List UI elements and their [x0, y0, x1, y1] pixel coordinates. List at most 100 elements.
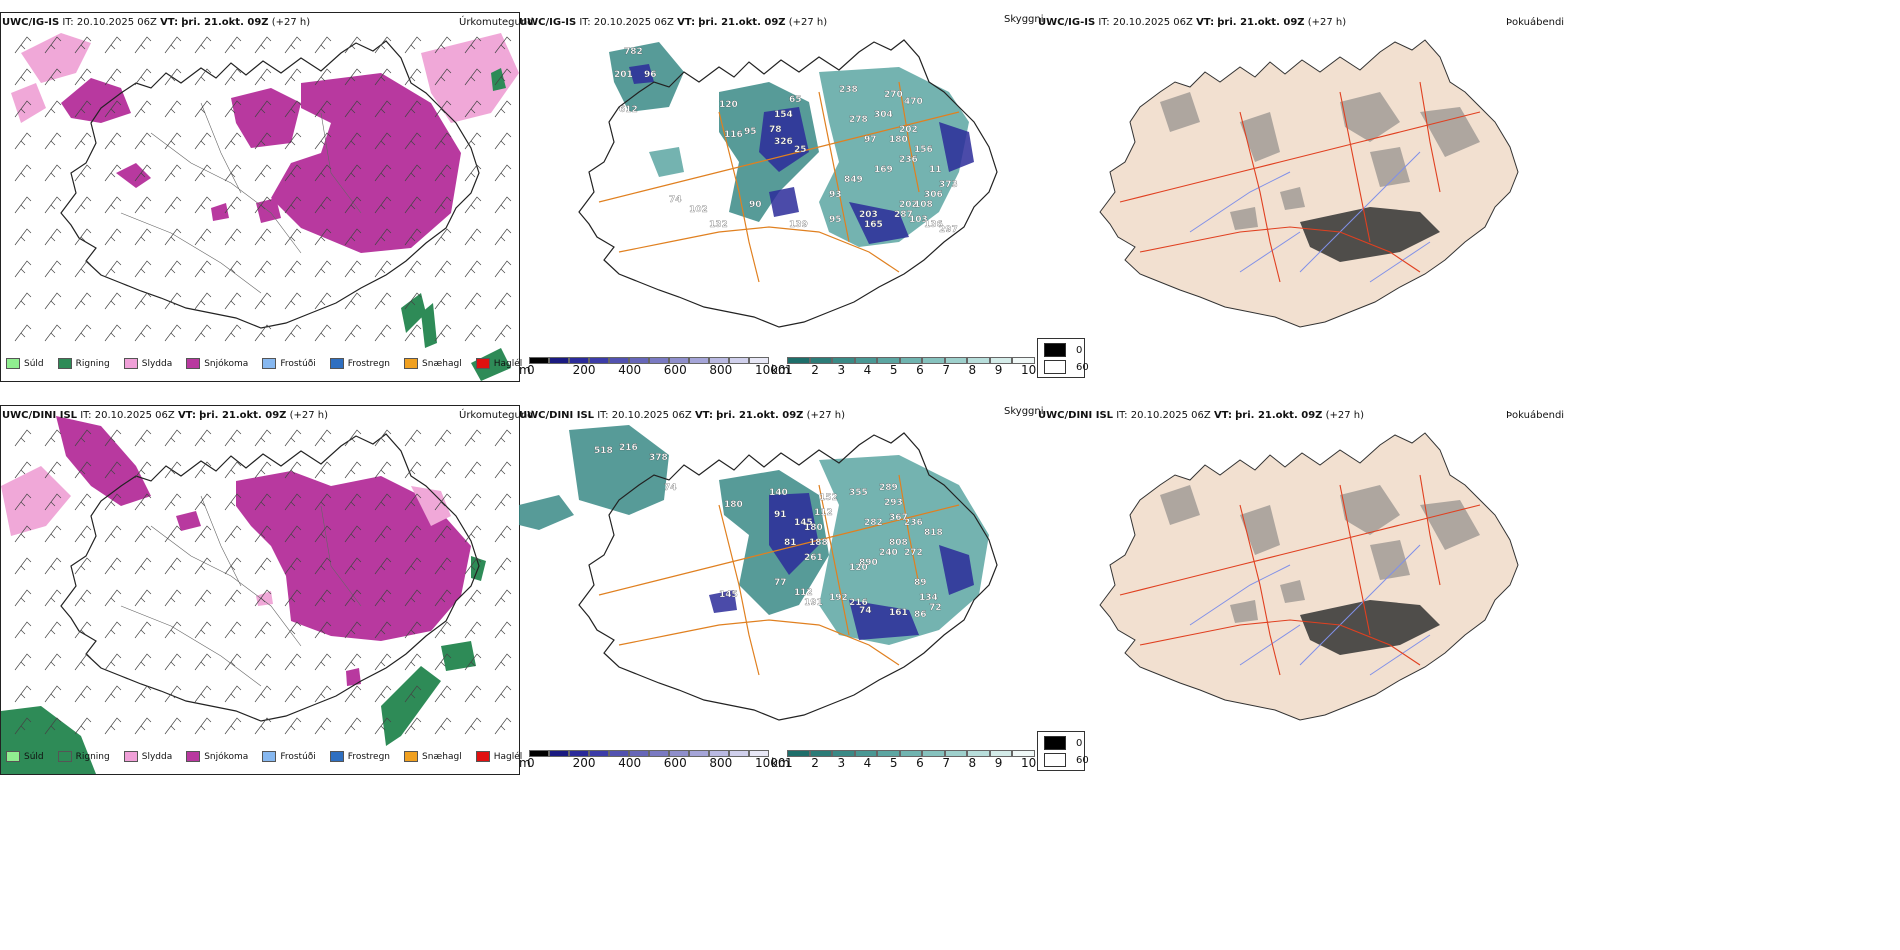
wind-barb: [104, 68, 122, 86]
land-area: [1099, 432, 1519, 721]
wind-barb: [344, 653, 362, 671]
wind-barb: [464, 100, 482, 118]
wind-barb: [134, 324, 152, 342]
cloud-base-label: 378: [649, 453, 668, 463]
cloud-base-label: 74: [664, 483, 677, 493]
wind-barb: [374, 429, 392, 447]
wind-barb: [134, 260, 152, 278]
wind-barb: [104, 429, 122, 447]
cloud-base-label: 612: [619, 105, 638, 115]
wind-barb: [284, 228, 302, 246]
wind-barb: [314, 260, 332, 278]
legend-swatch: [123, 751, 138, 762]
wind-barb: [14, 493, 32, 511]
wind-barb: [404, 196, 422, 214]
cloud-base-label: 297: [939, 225, 958, 235]
fog-area: [1160, 485, 1200, 525]
wind-barb: [434, 228, 452, 246]
cloud-base-label: 65: [789, 95, 802, 105]
legend-swatch: [475, 751, 490, 762]
wind-barb: [284, 100, 302, 118]
colorbar-segment: [629, 750, 649, 757]
fog-legend-item: 0: [1044, 343, 1082, 357]
cloud-base-label: 74: [669, 195, 682, 205]
wind-barb: [44, 196, 62, 214]
colorbar-tick: 2: [811, 756, 819, 770]
wind-barb: [74, 621, 92, 639]
wind-barb: [464, 324, 482, 342]
cloud-base-label: 518: [594, 446, 613, 456]
wind-barb: [14, 621, 32, 639]
precip-legend-item: Slydda: [123, 358, 172, 369]
cloud-base-label: 355: [849, 488, 868, 498]
precip-legend-item: Frostúði: [262, 751, 316, 762]
fog-area: [1280, 580, 1305, 603]
wind-barb: [74, 100, 92, 118]
wind-barb: [464, 685, 482, 703]
wind-barb: [284, 324, 302, 342]
wind-barb: [344, 429, 362, 447]
cloud-base-label: 11: [929, 165, 942, 175]
legend-swatch: [6, 358, 20, 369]
wind-barb: [224, 525, 242, 543]
legend-label: Rigning: [75, 358, 110, 369]
wind-barb: [284, 557, 302, 575]
cloud-base-label: 180: [889, 135, 908, 145]
land-area: [1099, 39, 1519, 328]
wind-barb: [194, 68, 212, 86]
wind-barb: [74, 36, 92, 54]
wind-barb: [104, 621, 122, 639]
precip-area: [1, 466, 71, 536]
cloud-base-label: 132: [709, 220, 728, 230]
wind-barb: [254, 100, 272, 118]
wind-barb: [284, 461, 302, 479]
cloud-base-label: 103: [909, 215, 928, 225]
cloud-base-label: 282: [864, 518, 883, 528]
wind-barb: [434, 292, 452, 310]
wind-barb: [464, 292, 482, 310]
cloud-base-label: 97: [864, 135, 877, 145]
wind-barb: [224, 461, 242, 479]
wind-barb: [284, 429, 302, 447]
colorbar-segment: [944, 357, 968, 364]
fog-area: [1240, 505, 1280, 555]
cloud-base-label: 203: [859, 210, 878, 220]
fog-legend-label: 60: [1076, 754, 1089, 766]
wind-barb: [194, 461, 212, 479]
fog-legend-bottom: 0 60: [1037, 731, 1089, 771]
wind-barb: [164, 557, 182, 575]
wind-barb: [464, 653, 482, 671]
wind-barb: [464, 493, 482, 511]
wind-barb: [14, 589, 32, 607]
colorbar-segment: [549, 750, 569, 757]
wind-barb: [14, 260, 32, 278]
wind-barb: [44, 228, 62, 246]
wind-barb: [434, 260, 452, 278]
wind-barb: [254, 461, 272, 479]
colorbar-segment: [569, 750, 589, 757]
legend-swatch: [329, 751, 344, 762]
wind-barb: [464, 260, 482, 278]
wind-barb: [194, 493, 212, 511]
cloud-base-label: 145: [794, 518, 813, 528]
wind-barb: [374, 653, 392, 671]
precip-legend-item: Rigning: [57, 358, 110, 369]
road-network: [1119, 81, 1481, 283]
wind-barb: [104, 685, 122, 703]
wind-barb: [374, 525, 392, 543]
wind-barb: [164, 525, 182, 543]
coastline: [578, 432, 998, 721]
wind-barb: [284, 493, 302, 511]
wind-barb: [254, 717, 272, 735]
wind-barb: [134, 557, 152, 575]
colorbar-tick: 4: [863, 363, 872, 377]
wind-barb: [194, 525, 212, 543]
fog-legend-label: 0: [1076, 344, 1083, 356]
legend-swatch: [404, 358, 419, 369]
wind-barb: [284, 525, 302, 543]
wind-barb: [374, 685, 392, 703]
precip-panel-bottom: [0, 405, 520, 775]
wind-barb: [494, 68, 512, 86]
wind-barb: [74, 461, 92, 479]
wind-barb: [284, 717, 302, 735]
